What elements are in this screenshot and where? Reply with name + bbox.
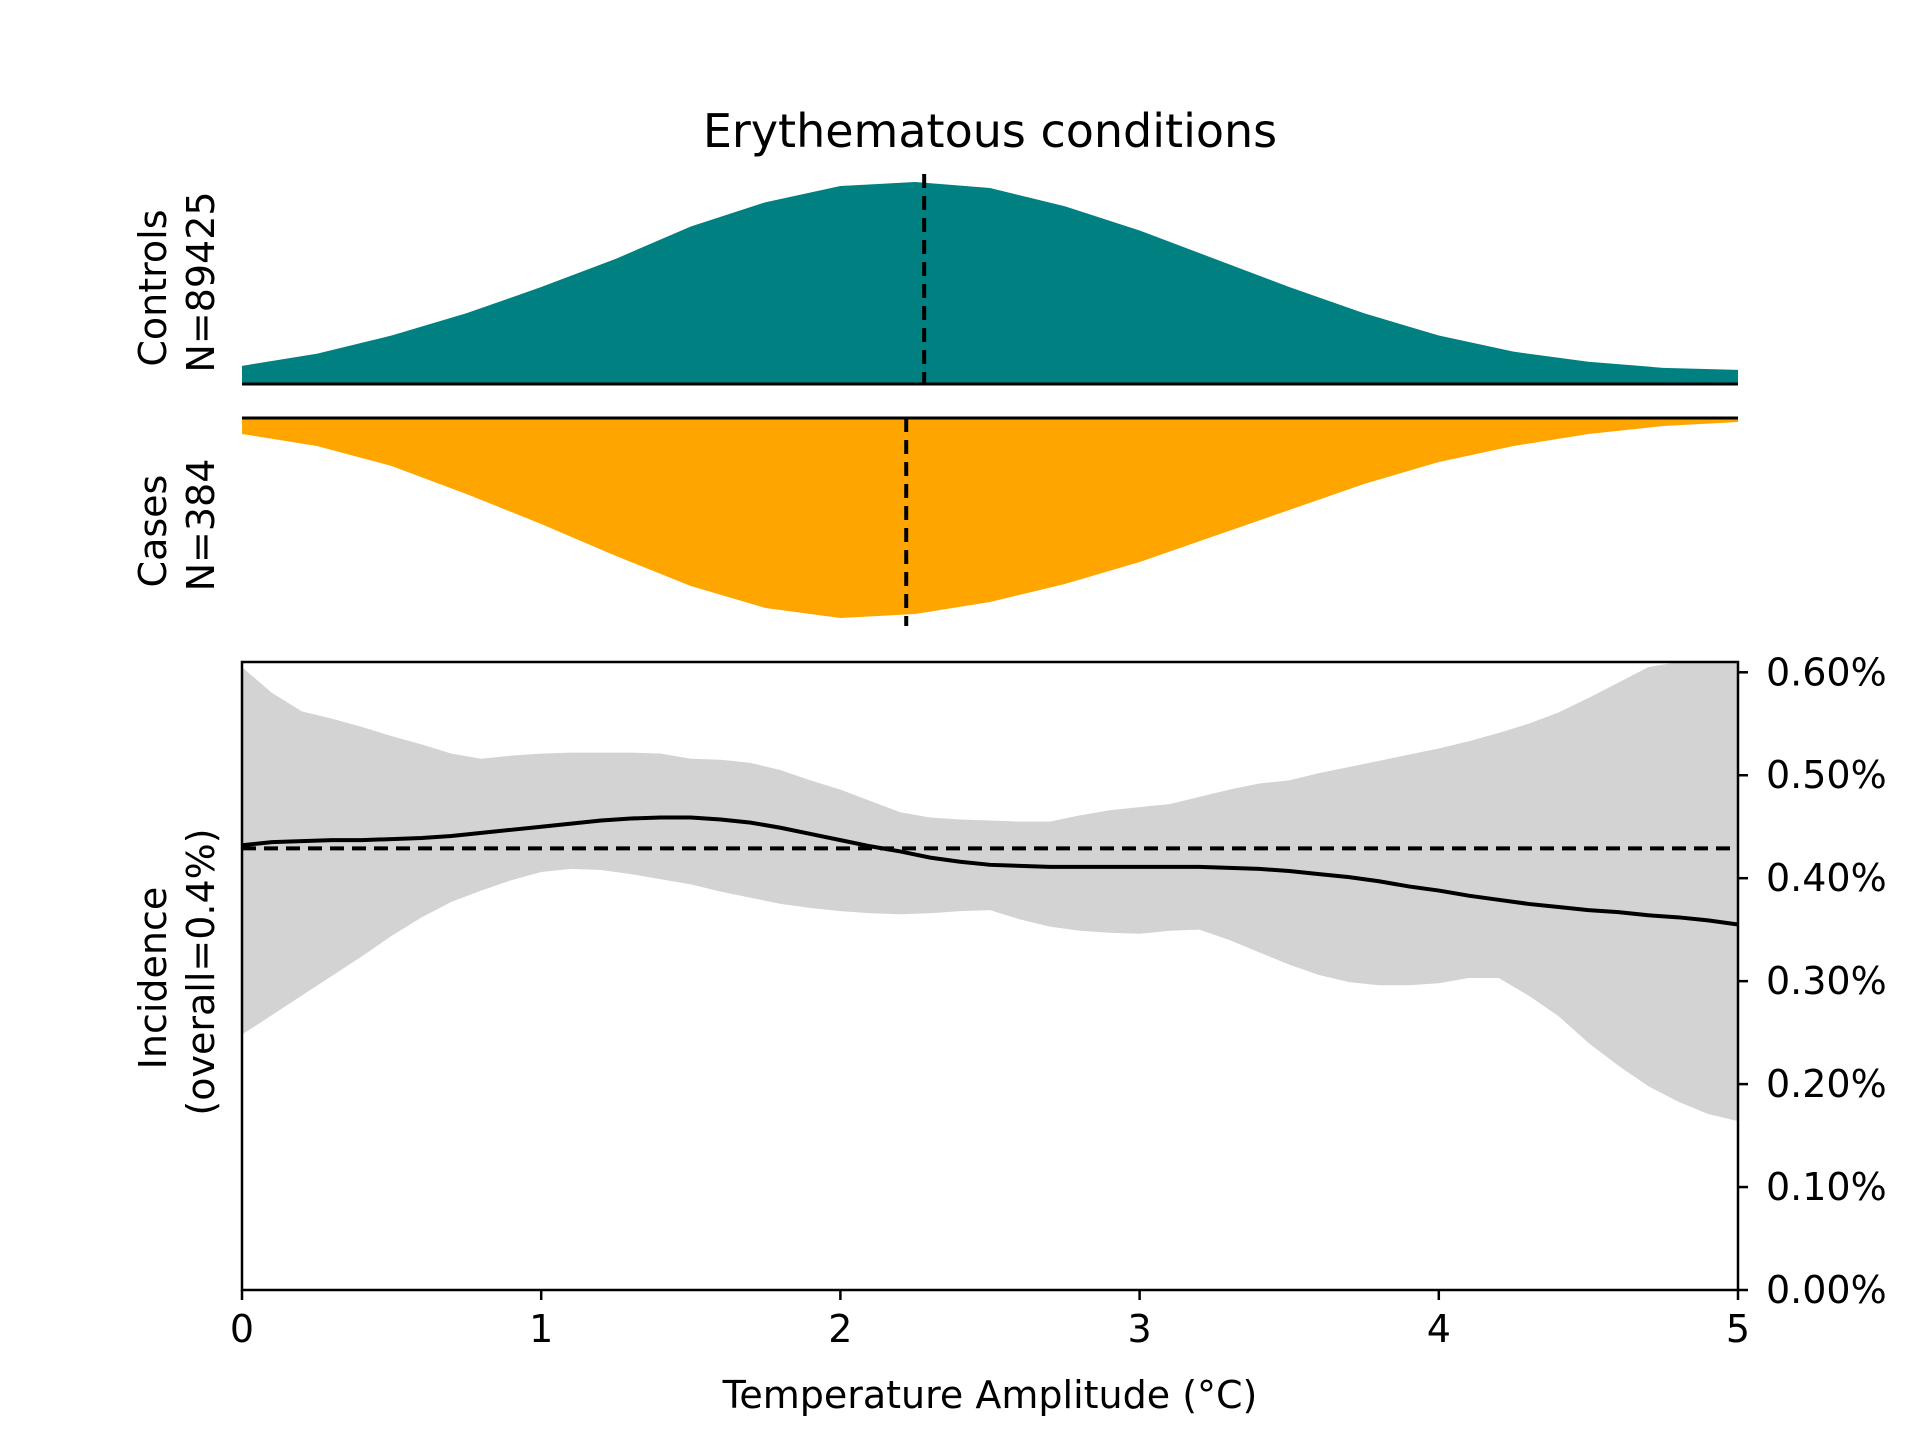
y-axis-label: Incidence (overall=0.4%) [131,828,223,1115]
controls-distribution-panel: Controls N=89425 [131,174,1738,386]
y-tick-label: 0.60% [1766,650,1887,694]
cases-density-area [242,418,1738,618]
incidence-line [241,815,1739,927]
x-tick-label: 5 [1726,1307,1750,1351]
y-tick-label: 0.30% [1766,959,1887,1003]
cases-label: Cases N=384 [131,459,223,592]
x-axis: 0 1 2 3 4 5 [230,1290,1750,1351]
chart-title: Erythematous conditions [703,104,1277,158]
y-axis-label-title: Incidence [131,887,175,1070]
cases-label-name: Cases [131,475,175,588]
y-tick-label: 0.50% [1766,753,1887,797]
y-axis-label-overall: (overall=0.4%) [179,828,223,1115]
y-tick-label: 0.40% [1766,856,1887,900]
cases-distribution-panel: Cases N=384 [131,416,1738,626]
x-tick-label: 4 [1427,1307,1451,1351]
y-tick-label: 0.20% [1766,1062,1887,1106]
y-tick-label: 0.10% [1766,1165,1887,1209]
x-tick-label: 2 [828,1307,852,1351]
y-tick-label: 0.00% [1766,1268,1887,1312]
controls-density-area [242,182,1738,384]
confidence-interval-band [242,662,1738,1122]
controls-label-name: Controls [131,209,175,366]
x-tick-label: 1 [529,1307,553,1351]
x-axis-label: Temperature Amplitude (°C) [722,1373,1258,1417]
x-tick-label: 0 [230,1307,254,1351]
controls-label-count: N=89425 [179,191,223,372]
controls-label: Controls N=89425 [131,191,223,372]
incidence-plot-frame [240,660,1740,1292]
y-axis: 0.00% 0.10% 0.20% 0.30% 0.40% 0.50% 0.60% [1738,650,1887,1312]
x-tick-label: 3 [1128,1307,1152,1351]
cases-label-count: N=384 [179,459,223,592]
incidence-panel: 0 1 2 3 4 5 0.00% 0.10% 0.20% 0.30% 0.40% 0.50% 0.6… [131,650,1887,1417]
